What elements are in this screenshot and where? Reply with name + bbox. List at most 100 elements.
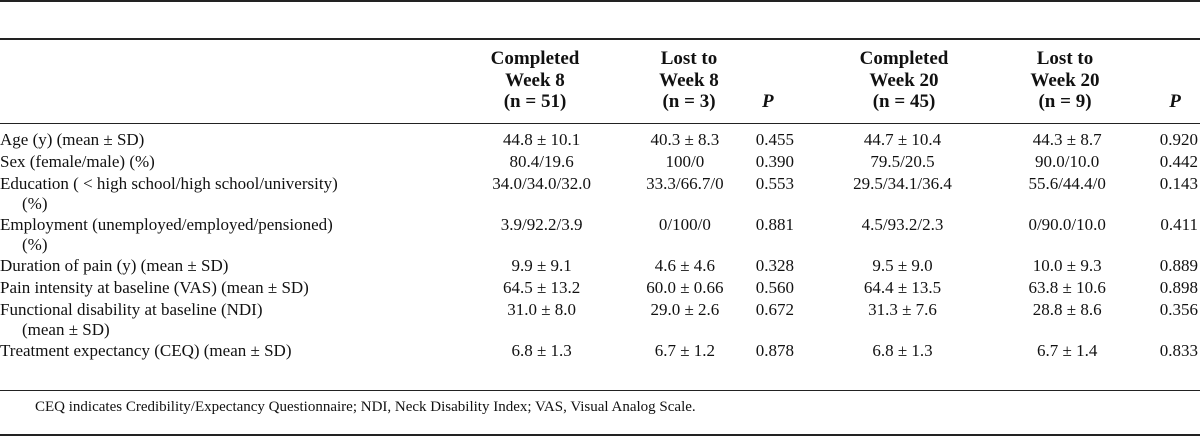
value-cell: 31.3 ± 7.6 xyxy=(868,300,937,319)
value-cell: 33.3/66.7/0 xyxy=(646,174,724,193)
header-line: Week 8 xyxy=(505,69,565,91)
value-cell: 6.7 ± 1.2 xyxy=(654,341,716,360)
row-label: Duration of pain (y) (mean ± SD) xyxy=(0,256,229,275)
header-line: (n = 3) xyxy=(662,91,716,112)
value-cell: 10.0 ± 9.3 xyxy=(1032,256,1102,275)
row-label-cell: Age (y) (mean ± SD) xyxy=(0,130,439,152)
table-bottom-rule xyxy=(0,390,1200,391)
header-line: Completed xyxy=(490,48,580,69)
table-footnote: CEQ indicates Credibility/Expectancy Que… xyxy=(35,399,696,415)
row-label: Age (y) (mean ± SD) xyxy=(0,130,145,149)
column-header-completed-week8: Completed Week 8 (n = 51) xyxy=(455,48,615,113)
p-value-cell: 0.672 xyxy=(755,300,794,319)
table-row: Treatment expectancy (CEQ) (mean ± SD) 6.… xyxy=(0,341,1200,363)
p-value-cell: 0.442 xyxy=(1159,152,1198,171)
value-cell: 0/90.0/10.0 xyxy=(1028,215,1106,234)
p-value-cell: 0.328 xyxy=(755,256,794,275)
column-header-p-week8: P xyxy=(762,91,774,112)
value-cell: 90.0/10.0 xyxy=(1035,152,1100,171)
table-row: Age (y) (mean ± SD) 44.8 ± 10.1 40.3 ± 8.3… xyxy=(0,130,1200,152)
row-label-cell: Functional disability at baseline (NDI)(… xyxy=(0,300,439,341)
row-label: Pain intensity at baseline (VAS) (mean ±… xyxy=(0,278,309,297)
value-cell: 44.3 ± 8.7 xyxy=(1032,130,1102,149)
row-label: Education ( < high school/high school/un… xyxy=(0,174,338,193)
row-label: Employment (unemployed/employed/pensione… xyxy=(0,215,333,234)
footnote-bottom-rule xyxy=(0,434,1200,436)
table-row: Sex (female/male) (%) 80.4/19.6 100/0 0.390… xyxy=(0,152,1200,174)
value-cell: 6.8 ± 1.3 xyxy=(872,341,933,360)
value-cell: 55.6/44.4/0 xyxy=(1028,174,1106,193)
value-cell: 28.8 ± 8.6 xyxy=(1032,300,1102,319)
p-value-cell: 0.390 xyxy=(755,152,794,171)
p-value-cell: 0.889 xyxy=(1159,256,1198,275)
header-line: Completed xyxy=(859,48,949,69)
header-top-rule xyxy=(0,38,1200,40)
value-cell: 63.8 ± 10.6 xyxy=(1028,278,1106,297)
value-cell: 29.0 ± 2.6 xyxy=(650,300,720,319)
value-cell: 44.7 ± 10.4 xyxy=(863,130,942,149)
column-header-completed-week20: Completed Week 20 (n = 45) xyxy=(830,48,978,113)
row-label-continuation: (mean ± SD) xyxy=(22,320,110,339)
value-cell: 9.9 ± 9.1 xyxy=(511,256,572,275)
value-cell: 60.0 ± 0.66 xyxy=(646,278,724,297)
value-cell: 31.0 ± 8.0 xyxy=(507,300,577,319)
row-label-cell: Pain intensity at baseline (VAS) (mean ±… xyxy=(0,278,439,300)
value-cell: 6.8 ± 1.3 xyxy=(511,341,572,360)
header-line: Week 20 xyxy=(869,69,939,91)
row-label-cell: Employment (unemployed/employed/pensione… xyxy=(0,215,439,256)
table-top-rule xyxy=(0,0,1200,2)
row-label-cell: Education ( < high school/high school/un… xyxy=(0,174,439,215)
column-header-lost-week8: Lost to Week 8 (n = 3) xyxy=(618,48,760,113)
p-value-cell: 0.560 xyxy=(755,278,794,297)
row-label: Sex (female/male) (%) xyxy=(0,152,155,171)
header-line: Lost to xyxy=(660,48,718,69)
value-cell: 40.3 ± 8.3 xyxy=(650,130,720,149)
header-line: Week 8 xyxy=(659,69,719,91)
baseline-characteristics-table: Age (y) (mean ± SD) 44.8 ± 10.1 40.3 ± 8.3… xyxy=(0,130,1200,363)
p-value-cell: 0.455 xyxy=(755,130,794,149)
table-row: Education ( < high school/high school/un… xyxy=(0,174,1200,215)
header-line: Week 20 xyxy=(1030,69,1100,91)
p-value-cell: 0.411 xyxy=(1160,215,1198,234)
header-line: (n = 45) xyxy=(872,91,936,112)
value-cell: 100/0 xyxy=(665,152,705,171)
p-value-cell: 0.881 xyxy=(755,215,794,234)
p-value-cell: 0.833 xyxy=(1159,341,1198,360)
row-label: Treatment expectancy (CEQ) (mean ± SD) xyxy=(0,341,292,360)
value-cell: 79.5/20.5 xyxy=(870,152,935,171)
value-cell: 0/100/0 xyxy=(658,215,711,234)
p-value-cell: 0.878 xyxy=(755,341,794,360)
column-header-p-week20: P xyxy=(1169,91,1181,112)
column-header-lost-week20: Lost to Week 20 (n = 9) xyxy=(990,48,1140,113)
p-value-cell: 0.553 xyxy=(755,174,794,193)
header-bottom-rule xyxy=(0,123,1200,124)
row-label-cell: Sex (female/male) (%) xyxy=(0,152,439,174)
value-cell: 64.5 ± 13.2 xyxy=(502,278,581,297)
p-value-cell: 0.356 xyxy=(1159,300,1198,319)
header-line: (n = 51) xyxy=(503,91,567,112)
p-value-cell: 0.898 xyxy=(1159,278,1198,297)
value-cell: 64.4 ± 13.5 xyxy=(863,278,942,297)
value-cell: 6.7 ± 1.4 xyxy=(1037,341,1098,360)
header-line: (n = 9) xyxy=(1038,91,1092,112)
table-row: Pain intensity at baseline (VAS) (mean ±… xyxy=(0,278,1200,300)
value-cell: 9.5 ± 9.0 xyxy=(872,256,933,275)
row-label-cell: Duration of pain (y) (mean ± SD) xyxy=(0,256,439,278)
value-cell: 44.8 ± 10.1 xyxy=(502,130,581,149)
value-cell: 34.0/34.0/32.0 xyxy=(492,174,591,193)
row-label-cell: Treatment expectancy (CEQ) (mean ± SD) xyxy=(0,341,439,363)
row-label-continuation: (%) xyxy=(22,194,48,213)
table-row: Duration of pain (y) (mean ± SD) 9.9 ± 9.… xyxy=(0,256,1200,278)
value-cell: 3.9/92.2/3.9 xyxy=(500,215,583,234)
table-row: Functional disability at baseline (NDI)(… xyxy=(0,300,1200,341)
value-cell: 80.4/19.6 xyxy=(509,152,574,171)
value-cell: 4.6 ± 4.6 xyxy=(654,256,716,275)
value-cell: 4.5/93.2/2.3 xyxy=(861,215,944,234)
p-value-cell: 0.920 xyxy=(1159,130,1198,149)
row-label-continuation: (%) xyxy=(22,235,48,254)
value-cell: 29.5/34.1/36.4 xyxy=(853,174,952,193)
table-row: Employment (unemployed/employed/pensione… xyxy=(0,215,1200,256)
p-value-cell: 0.143 xyxy=(1159,174,1198,193)
row-label: Functional disability at baseline (NDI) xyxy=(0,300,263,319)
header-line: Lost to xyxy=(1036,48,1094,69)
